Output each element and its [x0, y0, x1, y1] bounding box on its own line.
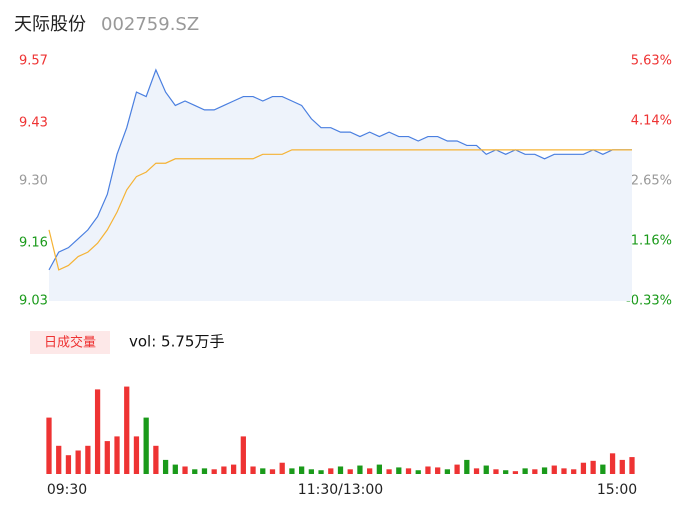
x-tick-label: 09:30 [47, 482, 87, 498]
volume-bar [133, 436, 140, 474]
volume-bar [571, 469, 577, 474]
volume-bar [230, 464, 237, 474]
volume-bar [182, 466, 188, 474]
y2-tick-label: 2.65% [631, 174, 672, 189]
volume-bar [279, 462, 285, 474]
volume-bar [376, 464, 382, 474]
y-tick-label: 9.03 [19, 294, 48, 309]
volume-bar [221, 466, 227, 474]
volume-bar [269, 469, 276, 474]
volume-bar [308, 469, 314, 474]
volume-bar [65, 455, 72, 474]
y2-tick-label: 5.63% [631, 54, 672, 69]
volume-bar [260, 468, 266, 474]
volume-bar [561, 468, 567, 474]
volume-bar [85, 445, 91, 474]
volume-bar [124, 386, 130, 474]
x-tick-label: 15:00 [597, 482, 637, 498]
series-line [48, 149, 632, 271]
volume-bar [600, 464, 606, 474]
volume-bar [444, 469, 451, 474]
volume-bar [328, 468, 334, 474]
volume-bar [454, 464, 460, 474]
volume-bar [483, 465, 489, 474]
y2-tick-label: 1.16% [631, 234, 672, 249]
volume-bar [104, 441, 110, 474]
volume-bar [522, 468, 528, 474]
volume-bar [143, 417, 149, 474]
volume-bar [367, 468, 373, 474]
volume-bar [211, 469, 217, 474]
volume-bar [396, 467, 402, 474]
y2-tick-label: -0.33% [626, 294, 672, 309]
volume-bar [357, 465, 363, 474]
volume-bar [580, 462, 587, 474]
volume-bar [94, 389, 101, 474]
volume-bar [435, 467, 441, 474]
volume-bar [347, 469, 353, 474]
volume-tag: 日成交量 [44, 335, 96, 351]
price-area [49, 69, 632, 301]
series-line [48, 68, 632, 271]
stock-code: 002759.SZ [101, 14, 199, 35]
volume-bar [551, 465, 557, 474]
volume-bar [386, 469, 392, 474]
volume-bar [56, 445, 62, 474]
y-tick-label: 9.30 [19, 174, 48, 189]
volume-bar [493, 469, 499, 474]
volume-bar [162, 459, 169, 474]
volume-bar [415, 470, 421, 474]
volume-bar [590, 460, 596, 474]
volume-bar [172, 464, 178, 474]
volume-bar [318, 470, 324, 474]
volume-bar [425, 466, 431, 474]
volume-bar [512, 471, 519, 474]
volume-bar [609, 453, 616, 474]
y2-tick-label: 4.14% [631, 114, 672, 129]
volume-bar [201, 468, 208, 474]
volume-bar [250, 466, 256, 474]
volume-bar [337, 466, 344, 474]
volume-bar [464, 459, 470, 474]
volume-total: vol: 5.75万手 [129, 333, 224, 351]
chart-title: 天际股份 [14, 14, 86, 35]
volume-bar [289, 468, 295, 474]
x-tick-label: 11:30/13:00 [298, 482, 383, 498]
volume-tag-bg [30, 331, 110, 354]
volume-bar [75, 450, 81, 474]
volume-bar [473, 468, 480, 474]
y-tick-label: 9.43 [19, 116, 48, 131]
volume-bar [619, 459, 625, 474]
volume-bar [46, 417, 52, 474]
volume-bar [541, 467, 548, 474]
volume-bar [299, 466, 305, 474]
volume-bar [405, 468, 412, 474]
y-tick-label: 9.57 [19, 54, 48, 69]
volume-bar [532, 469, 538, 474]
y-tick-label: 9.16 [19, 236, 48, 251]
volume-bar [192, 469, 198, 474]
volume-bar [629, 457, 635, 474]
volume-bar [503, 470, 509, 474]
volume-bar [114, 436, 120, 474]
volume-bar [153, 445, 159, 474]
volume-bar [240, 436, 246, 474]
